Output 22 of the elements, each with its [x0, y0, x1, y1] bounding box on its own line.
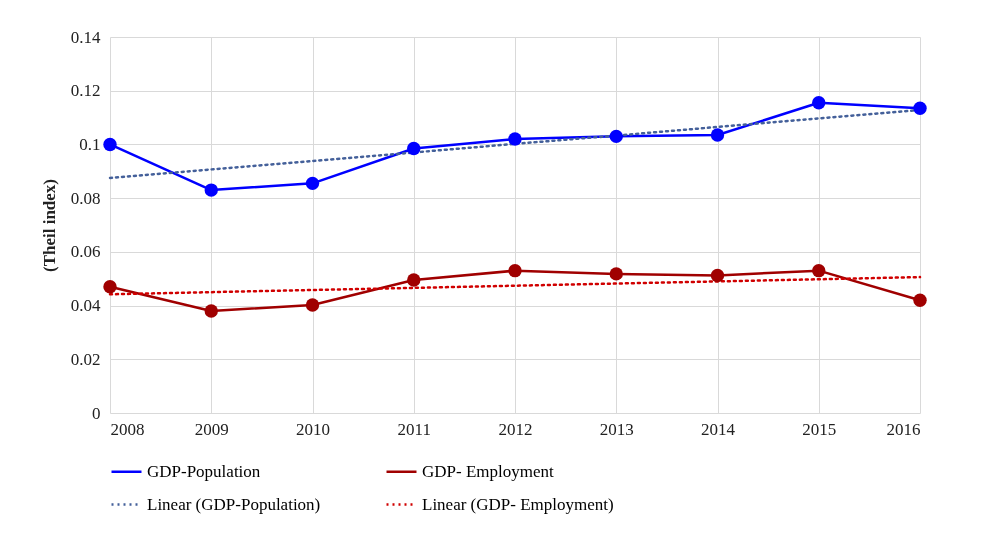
x-tick-label: 2016 [886, 419, 921, 439]
y-tick-label: 0.14 [70, 27, 101, 47]
y-axis-title: (Theil index) [39, 178, 59, 273]
x-tick-label: 2012 [498, 419, 533, 439]
x-tick-label: 2008 [110, 419, 145, 439]
legend-label: GDP- Employment [422, 461, 555, 481]
legend-label: Linear (GDP-Population) [147, 494, 321, 514]
x-tick-label: 2009 [194, 419, 229, 439]
y-tick-label: 0.08 [70, 188, 101, 208]
x-tick-label: 2015 [802, 419, 837, 439]
legend-label: GDP-Population [147, 461, 261, 481]
legend-label: Linear (GDP- Employment) [422, 494, 614, 514]
y-tick-label: 0.12 [70, 81, 101, 101]
y-tick-label: 0.02 [70, 349, 101, 369]
y-tick-label: 0.04 [70, 296, 101, 316]
y-tick-label: 0.06 [70, 242, 101, 262]
y-tick-label: 0 [92, 403, 101, 423]
x-tick-label: 2010 [296, 419, 330, 439]
x-tick-label: 2013 [599, 419, 634, 439]
y-tick-label: 0.1 [79, 134, 101, 154]
x-tick-label: 2011 [397, 419, 431, 439]
x-tick-label: 2014 [701, 419, 736, 439]
